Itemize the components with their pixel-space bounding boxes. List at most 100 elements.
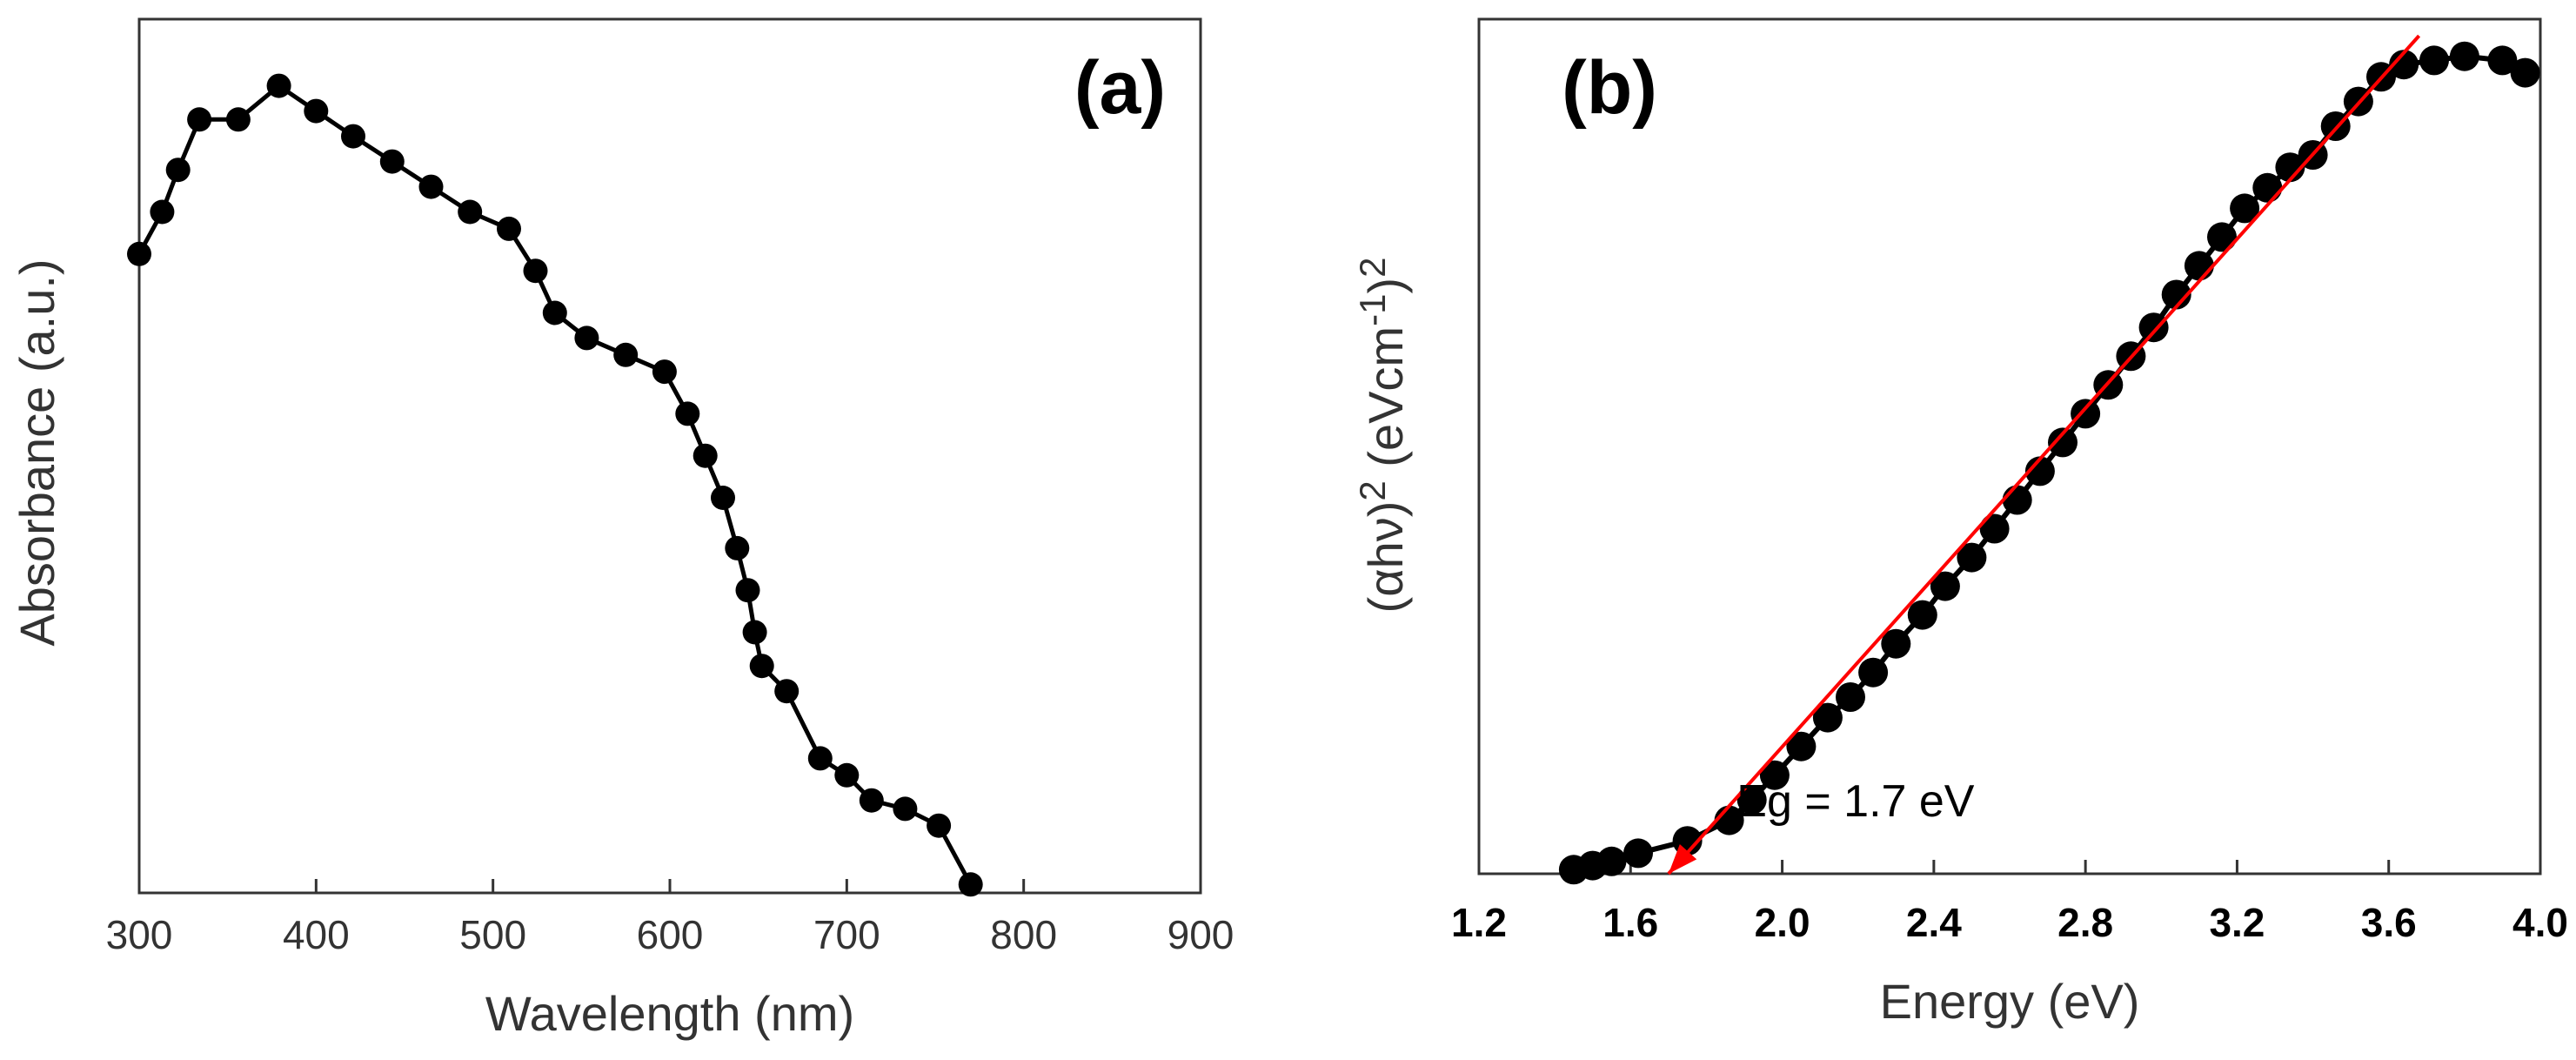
panel-a-y-axis-label: Absorbance (a.u.) (10, 258, 64, 646)
panel-a-x-axis-label: Wavelength (nm) (485, 986, 854, 1041)
panel-b-y-label-sup1: 2 (1352, 480, 1393, 500)
panel-b-data-point (2252, 172, 2283, 203)
panel-a-x-tick-label: 800 (990, 912, 1057, 957)
panel-b-y-label-sup3: 2 (1352, 258, 1393, 278)
panel-a-data-point (749, 654, 774, 679)
panel-b-data-point (2419, 45, 2449, 76)
panel-a-data-point (187, 107, 212, 132)
panel-a-data-point (150, 199, 175, 225)
panel-b-data-point (2048, 427, 2078, 458)
panel-b-data-point (1957, 542, 1987, 573)
panel-b-data-point (1881, 628, 1911, 659)
panel-b-plot-frame (1477, 17, 2542, 876)
panel-b: 1.2 1.6 2.0 2.4 2.8 3.2 3.6 4.0 Eg = 1.7 eV (b)… (1352, 17, 2568, 1029)
panel-b-data-point (2161, 279, 2191, 310)
panel-b-data-point (2275, 152, 2305, 183)
panel-a-data-point (165, 158, 191, 183)
panel-a-label: (a) (1074, 46, 1166, 130)
panel-b-data-point (2138, 312, 2169, 343)
panel-a-data-point (893, 796, 918, 822)
panel-a-data-point (675, 401, 700, 426)
panel-b-fit-arrowhead (1668, 844, 1697, 874)
panel-a-data-point (958, 872, 983, 897)
panel-a-data-point (341, 124, 365, 149)
panel-b-y-axis-label: (αhν)2 (eVcm-1)2 (1352, 258, 1413, 614)
panel-b-data-point (2449, 41, 2479, 71)
panel-b-x-axis-label: Energy (eV) (1880, 974, 2140, 1029)
panel-b-data-point (1812, 702, 1843, 733)
panel-a-data-point (742, 620, 767, 645)
panel-b-y-label-close: ) (1358, 278, 1413, 294)
panel-b-y-label-base: (αhν) (1358, 501, 1413, 614)
panel-b-x-tick-label: 1.6 (1602, 900, 1658, 945)
panel-b-x-ticks (1477, 860, 2542, 874)
panel-b-data-point (1836, 682, 1865, 712)
panel-a-data-point (693, 443, 718, 468)
panel-b-data-point (1759, 760, 1790, 790)
panel-b-y-label-units: (eVcm (1358, 326, 1413, 480)
panel-a-data-point (497, 216, 521, 241)
panel-a-data-point (542, 300, 567, 325)
panel-a-data-point (859, 788, 884, 813)
panel-a-data-point (927, 813, 952, 838)
panel-a-data-point (613, 342, 639, 367)
panel-b-data-point (1736, 785, 1767, 815)
panel-b-x-tick-label: 2.0 (1755, 900, 1810, 945)
panel-b-data-point (2487, 45, 2518, 76)
panel-b-data-point (1786, 731, 1817, 761)
panel-a-data-point (379, 149, 405, 174)
panel-a: 300 400 500 600 700 800 900 (a) Wavelength (nm… (10, 17, 1234, 1041)
panel-b-x-tick-labels: 1.2 1.6 2.0 2.4 2.8 3.2 3.6 4.0 (1451, 900, 2568, 945)
panel-b-x-tick-label: 4.0 (2512, 900, 2568, 945)
panel-a-data-point (418, 174, 444, 199)
panel-a-x-tick-label: 600 (637, 912, 704, 957)
panel-b-data-point (2389, 50, 2419, 80)
panel-b-linear-fit-line (1667, 34, 2421, 876)
panel-a-data-point (523, 258, 548, 284)
panel-a-data-points (127, 73, 983, 897)
panel-b-x-tick-label: 2.8 (2057, 900, 2113, 945)
panel-b-x-tick-label: 3.2 (2209, 900, 2265, 945)
panel-b-data-point (1979, 513, 2010, 544)
panel-b-data-point (2002, 485, 2032, 515)
panel-b-data-point (1907, 600, 1937, 630)
panel-b-x-tick-label: 2.4 (1906, 900, 1962, 945)
panel-a-data-point (266, 73, 291, 98)
panel-b-x-tick-label: 1.2 (1451, 900, 1507, 945)
panel-a-x-tick-label: 500 (459, 912, 526, 957)
panel-b-data-point (2024, 456, 2055, 486)
panel-b-data-point (1858, 657, 1889, 688)
panel-a-data-point (652, 359, 677, 385)
panel-a-x-tick-label: 900 (1168, 912, 1234, 957)
panel-b-data-point (1930, 571, 1960, 601)
panel-a-data-point (574, 325, 599, 351)
panel-b-label: (b) (1562, 46, 1657, 130)
panel-a-data-point (225, 107, 251, 132)
panel-a-data-point (127, 241, 151, 266)
panel-b-data-point (2184, 251, 2214, 281)
panel-b-data-points (1558, 41, 2540, 885)
panel-a-data-point (735, 578, 760, 603)
panel-b-data-point (1623, 838, 1653, 869)
panel-b-data-point (2510, 57, 2540, 88)
panel-a-x-tick-labels: 300 400 500 600 700 800 900 (106, 912, 1234, 957)
panel-b-data-point (2207, 222, 2237, 252)
panel-b-x-tick-label: 3.6 (2361, 900, 2417, 945)
panel-a-x-tick-label: 300 (106, 912, 173, 957)
panel-a-data-point (304, 98, 329, 124)
panel-b-bandgap-annotation: Eg = 1.7 eV (1736, 776, 1975, 827)
panel-a-x-tick-label: 700 (813, 912, 880, 957)
panel-b-y-label-sup2: -1 (1352, 294, 1393, 326)
panel-a-data-point (807, 746, 833, 771)
panel-a-data-point (458, 199, 483, 225)
panel-b-data-point (2071, 399, 2101, 429)
panel-a-x-tick-label: 400 (283, 912, 350, 957)
panel-a-data-point (834, 762, 860, 788)
panel-a-x-ticks (137, 879, 1202, 893)
panel-a-data-point (725, 535, 750, 560)
panel-b-data-point (2230, 193, 2260, 224)
panel-b-data-point (1596, 846, 1627, 876)
panel-a-data-point (711, 486, 735, 510)
panel-a-data-point (774, 679, 800, 704)
